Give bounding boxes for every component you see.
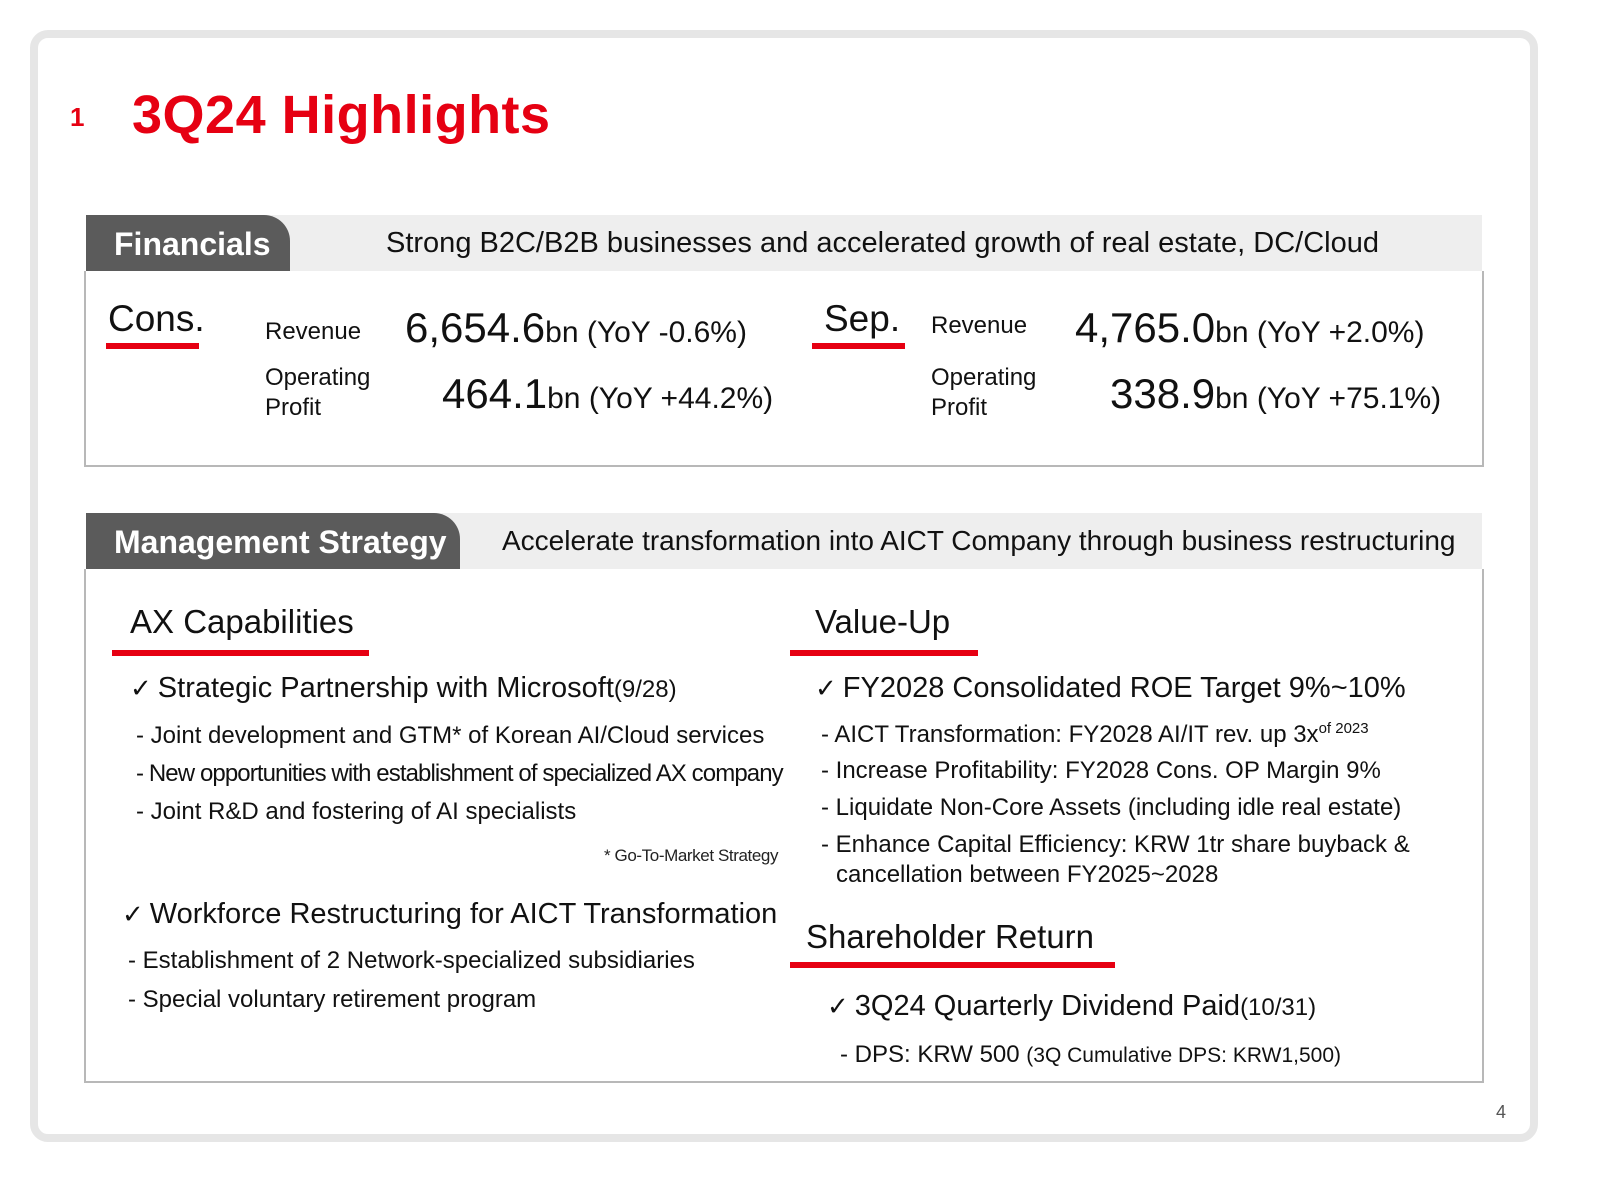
ax-item-microsoft-date: (9/28) <box>613 676 677 703</box>
sep-label: Sep. <box>824 298 901 339</box>
sep-op-yoy: (YoY +75.1%) <box>1248 382 1442 415</box>
ax-bullet-5: - Special voluntary retirement program <box>128 986 537 1013</box>
ax-bullet-3: - Joint R&D and fostering of AI speciali… <box>136 798 577 825</box>
ax-underline <box>112 650 369 656</box>
sep-revenue-number: 4,765.0 <box>1075 304 1216 351</box>
sep-op-number: 338.9 <box>1110 370 1216 417</box>
sep-revenue-label: Revenue <box>931 312 1028 339</box>
sep-op-label: Operating Profit <box>931 363 1036 423</box>
cons-op-label-line1: Operating <box>265 364 371 391</box>
strategy-header-bar: Management Strategy Accelerate transform… <box>86 513 1482 569</box>
strategy-headline: Accelerate transformation into AICT Comp… <box>502 525 1456 556</box>
shareholder-underline <box>790 962 1115 968</box>
ax-heading: AX Capabilities <box>130 603 354 640</box>
sep-op-label-line2: Profit <box>931 394 988 421</box>
value-up-item: ✓ FY2028 Consolidated ROE Target 9%~10% <box>815 672 1406 705</box>
financials-header-bar: Financials Strong B2C/B2B businesses and… <box>86 215 1482 271</box>
value-up-bullet-2: - Increase Profitability: FY2028 Cons. O… <box>821 757 1381 784</box>
page-title: 3Q24 Highlights <box>132 85 551 145</box>
ax-bullet-2: - New opportunities with establishment o… <box>136 760 784 787</box>
check-mark-icon: ✓ <box>815 673 837 703</box>
ax-bullet-1: - Joint development and GTM* of Korean A… <box>136 722 765 749</box>
check-mark-icon: ✓ <box>827 991 849 1021</box>
check-mark-icon: ✓ <box>122 899 144 929</box>
value-up-bullet-1-text: - AICT Transformation: FY2028 AI/IT rev.… <box>821 721 1319 748</box>
value-up-bullet-3: - Liquidate Non-Core Assets (including i… <box>821 794 1402 821</box>
shareholder-bullet-main: - DPS: KRW 500 <box>840 1041 1027 1068</box>
shareholder-item-date: (10/31) <box>1240 994 1317 1021</box>
sep-revenue-value: 4,765.0bn (YoY +2.0%) <box>1075 304 1424 352</box>
sep-underline <box>812 343 905 349</box>
strategy-tab: Management Strategy <box>86 513 474 569</box>
value-up-underline <box>790 650 978 656</box>
cons-revenue-number: 6,654.6 <box>405 304 546 351</box>
sep-revenue-yoy: (YoY +2.0%) <box>1248 316 1425 349</box>
cons-op-yoy: (YoY +44.2%) <box>580 382 774 415</box>
cons-op-number: 464.1 <box>442 370 548 417</box>
shareholder-item: ✓ 3Q24 Quarterly Dividend Paid(10/31) <box>827 990 1316 1023</box>
shareholder-heading: Shareholder Return <box>806 918 1095 955</box>
cons-revenue-unit: bn <box>545 316 579 349</box>
value-up-bullet-1: - AICT Transformation: FY2028 AI/IT rev.… <box>821 720 1369 749</box>
financials-tab: Financials <box>86 215 304 271</box>
check-mark-icon: ✓ <box>130 673 152 703</box>
ax-item-microsoft: ✓ Strategic Partnership with Microsoft(9/… <box>130 672 677 705</box>
cons-underline <box>106 343 199 349</box>
sep-revenue-unit: bn <box>1215 316 1249 349</box>
sep-op-unit: bn <box>1215 382 1249 415</box>
value-up-bullet-1-sup: of 2023 <box>1318 720 1369 737</box>
value-up-bullet-4-cont: cancellation between FY2025~2028 <box>836 861 1219 888</box>
ax-bullet-4: - Establishment of 2 Network-specialized… <box>128 947 695 974</box>
cons-revenue-label: Revenue <box>265 318 362 345</box>
value-up-bullet-4: - Enhance Capital Efficiency: KRW 1tr sh… <box>821 831 1410 858</box>
cons-op-label-line2: Profit <box>265 394 322 421</box>
cons-op-label: Operating Profit <box>265 363 370 423</box>
cons-op-value: 464.1bn (YoY +44.2%) <box>442 370 773 418</box>
financials-headline: Strong B2C/B2B businesses and accelerate… <box>386 227 1379 259</box>
page-number: 4 <box>1495 1102 1506 1122</box>
ax-item-microsoft-title: Strategic Partnership with Microsoft <box>157 672 614 704</box>
value-up-heading: Value-Up <box>815 603 951 640</box>
cons-revenue-value: 6,654.6bn (YoY -0.6%) <box>405 304 747 352</box>
sep-op-value: 338.9bn (YoY +75.1%) <box>1110 370 1441 418</box>
cons-op-unit: bn <box>547 382 581 415</box>
gtm-footnote: * Go-To-Market Strategy <box>604 846 779 865</box>
value-up-item-title: FY2028 Consolidated ROE Target 9%~10% <box>842 672 1406 704</box>
shareholder-bullet-detail: (3Q Cumulative DPS: KRW1,500) <box>1026 1044 1342 1067</box>
shareholder-bullet: - DPS: KRW 500 (3Q Cumulative DPS: KRW1,… <box>840 1041 1341 1069</box>
financials-box <box>84 271 1484 467</box>
shareholder-item-title: 3Q24 Quarterly Dividend Paid <box>854 990 1241 1022</box>
cons-revenue-yoy: (YoY -0.6%) <box>578 316 747 349</box>
sep-op-label-line1: Operating <box>931 364 1037 391</box>
ax-item-workforce: ✓ Workforce Restructuring for AICT Transf… <box>122 898 777 931</box>
cons-label: Cons. <box>108 298 205 339</box>
ax-item-workforce-title: Workforce Restructuring for AICT Transfo… <box>149 898 778 930</box>
section-number: 1 <box>70 102 85 132</box>
